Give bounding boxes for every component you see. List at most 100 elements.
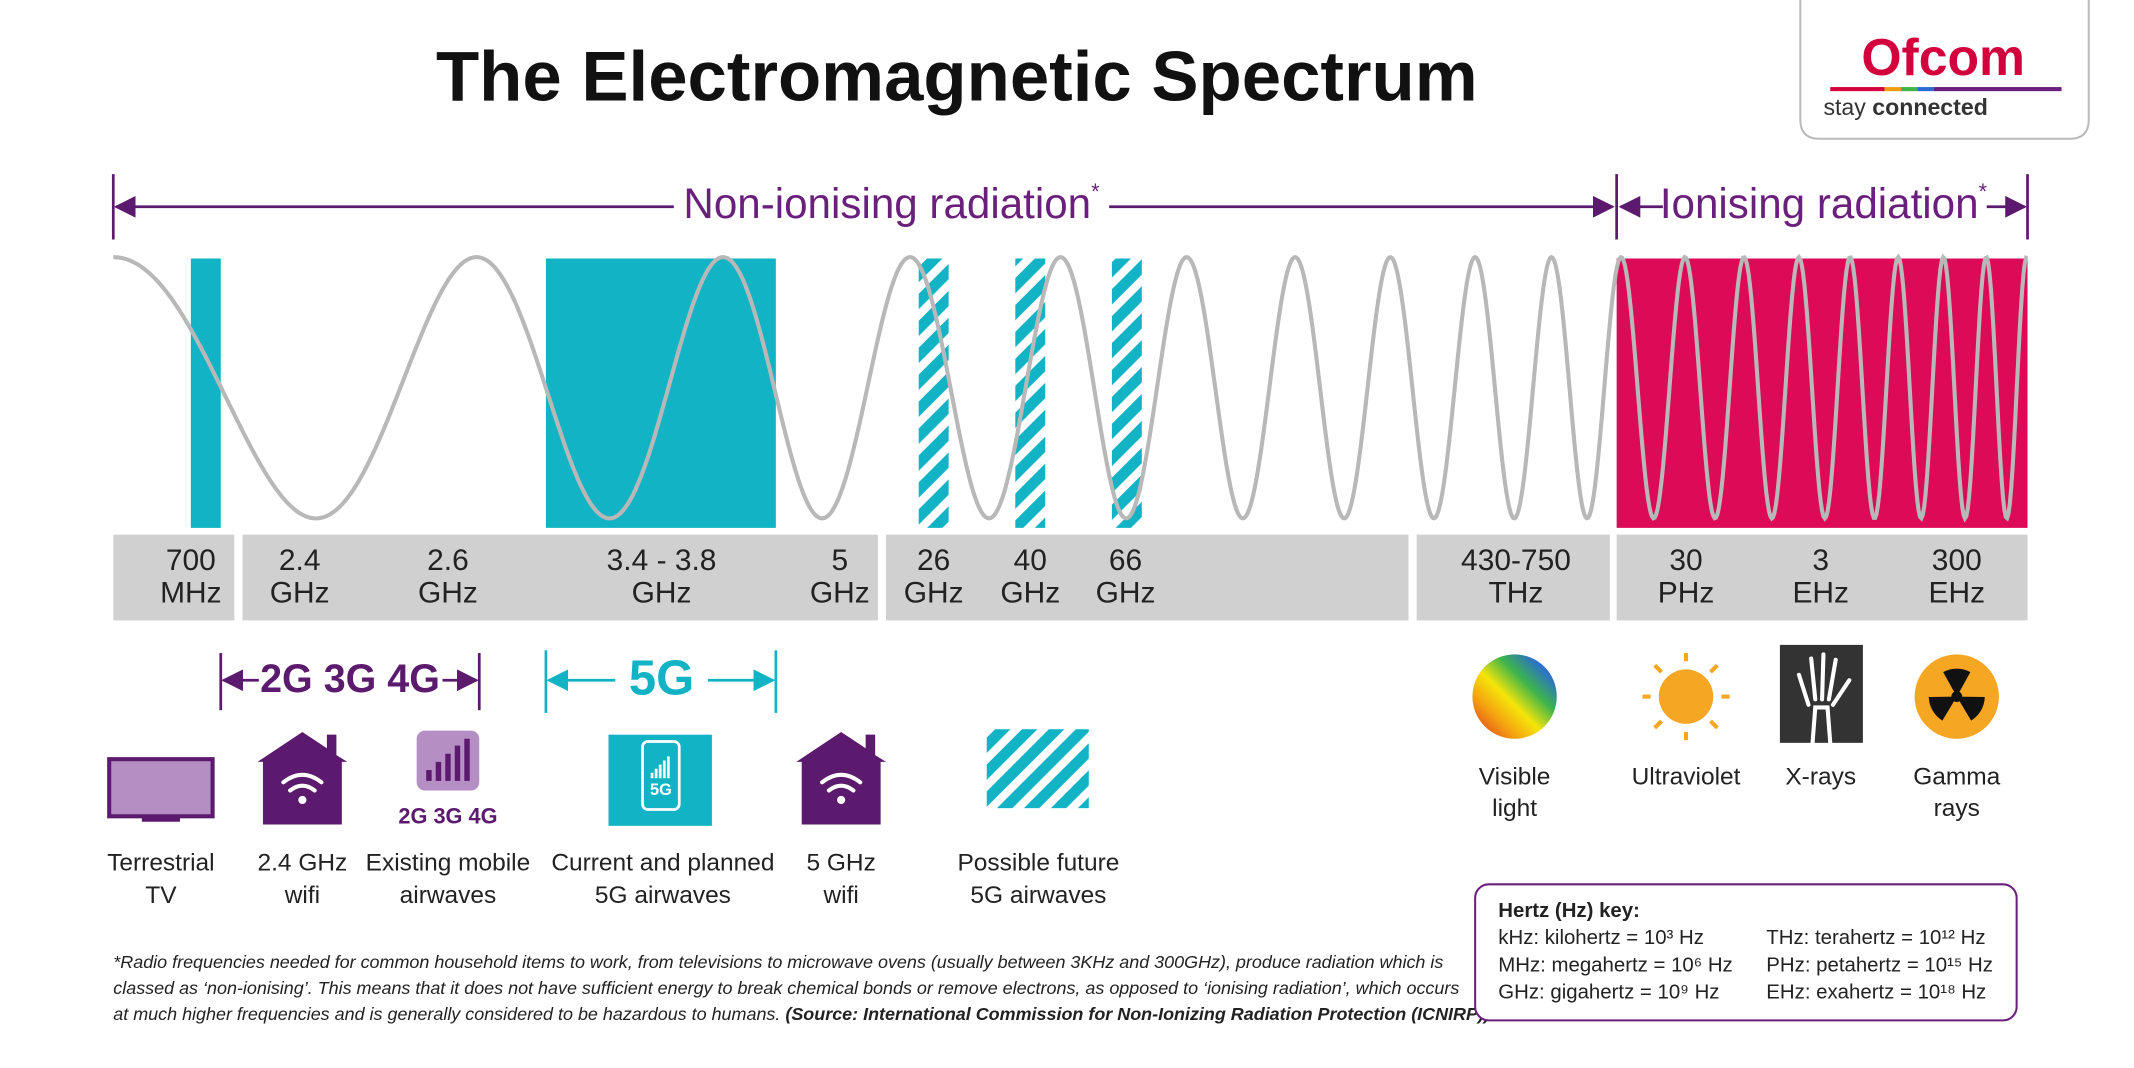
key-entry: kHz: kilohertz = 10³ Hz <box>1498 927 1704 949</box>
freq-label: EHz <box>1929 576 1986 609</box>
use-label: 5 GHz <box>806 849 875 876</box>
use-label: 2.4 GHz <box>258 849 348 876</box>
radiation-label: rays <box>1934 795 1980 822</box>
band-block <box>190 258 221 528</box>
use-label: 5G airwaves <box>595 882 731 909</box>
freq-label: 66 <box>1109 544 1142 577</box>
radiation-label: light <box>1492 795 1537 822</box>
freq-label: 3 <box>1812 544 1829 577</box>
footnote-line: at much higher frequencies and is genera… <box>113 1004 1490 1024</box>
region-mark: * <box>1979 179 1988 204</box>
footnote-text: *Radio frequencies needed for common hou… <box>113 952 1443 972</box>
use-label: wifi <box>822 882 858 909</box>
freq-label: GHz <box>904 576 964 609</box>
freq-label: THz <box>1489 576 1544 609</box>
use-label: TV <box>145 882 177 909</box>
radiation-icon <box>1914 654 1999 739</box>
icon-text: 5G <box>650 781 672 799</box>
band-block <box>545 258 776 528</box>
use-label: Existing mobile <box>366 849 531 876</box>
logo-rainbow <box>1830 87 2062 92</box>
band-label: 2G 3G 4G <box>260 657 440 701</box>
key-entry: PHz: petahertz = 10¹⁵ Hz <box>1766 954 1993 976</box>
freq-bar <box>1616 534 2028 621</box>
future-icon <box>986 729 1089 809</box>
key-box <box>1474 883 2018 1022</box>
key-title: Hertz (Hz) key: <box>1498 900 1640 922</box>
key-entry: EHz: exahertz = 10¹⁸ Hz <box>1766 982 1986 1004</box>
future-band <box>918 258 949 528</box>
logo-frame <box>1799 0 2090 140</box>
footnote-line: classed as ‘non-ionising’. This means th… <box>113 978 1459 998</box>
use-label: Possible future <box>957 849 1119 876</box>
radiation-label: Visible <box>1479 764 1551 791</box>
freq-label: GHz <box>270 576 330 609</box>
footnote-line: *Radio frequencies needed for common hou… <box>113 952 1443 972</box>
band-label: 5G <box>629 652 694 706</box>
radiation-labels: Visible light Ultraviolet X-rays Gamma rays <box>1479 764 2001 822</box>
tagline-word: stay <box>1823 94 1866 120</box>
footnote-source: (Source: International Commission for No… <box>785 1004 1490 1024</box>
freq-label: 5 <box>831 544 848 577</box>
freq-label: 40 <box>1014 544 1047 577</box>
freq-label: 2.4 <box>279 544 321 577</box>
xray-icon <box>1779 644 1863 745</box>
wave <box>113 253 2029 523</box>
title: The Electromagnetic Spectrum <box>436 36 1478 115</box>
freq-label: EHz <box>1792 576 1849 609</box>
freq-label: GHz <box>418 576 478 609</box>
footnote-text: classed as ‘non-ionising’. This means th… <box>113 978 1459 998</box>
footnote-text: at much higher frequencies and is genera… <box>113 1004 785 1024</box>
freq-label: GHz <box>1096 576 1156 609</box>
region-text: Non-ionising radiation <box>683 180 1091 227</box>
freq-label: 2.6 <box>427 544 469 577</box>
key-entry: MHz: megahertz = 10⁶ Hz <box>1498 954 1732 976</box>
use-label: airwaves <box>400 882 497 909</box>
signal-icon <box>416 730 480 791</box>
freq-label: 30 <box>1669 544 1702 577</box>
footnote: *Radio frequencies needed for common hou… <box>113 952 1490 1024</box>
visible-light-icon <box>1472 654 1557 739</box>
use-label: Terrestrial <box>107 849 214 876</box>
future-band <box>1111 258 1142 528</box>
tagline-word: connected <box>1872 94 1988 120</box>
freq-bar <box>886 534 1409 621</box>
key-entries: kHz: kilohertz = 10³ Hz THz: terahertz = … <box>1498 927 1993 1003</box>
freq-bar <box>242 534 878 621</box>
freq-label: 300 <box>1932 544 1982 577</box>
freq-label: 430-750 <box>1461 544 1571 577</box>
freq-label: 700 <box>166 544 216 577</box>
freq-bar <box>1416 534 1610 621</box>
house-icon <box>796 731 887 825</box>
icon-text: 2G 3G 4G <box>398 803 497 828</box>
key-entry: THz: terahertz = 10¹² Hz <box>1766 927 1985 949</box>
logo-name: Ofcom <box>1861 28 2025 86</box>
freq-label: 26 <box>917 544 950 577</box>
sun-icon <box>1642 653 1730 741</box>
region-label: Non-ionising radiation* <box>683 179 1100 227</box>
use-labels: Terrestrial TV 2.4 GHz wifi Existing mobile a… <box>107 849 1119 909</box>
logo-tagline: stay connected <box>1823 94 1987 120</box>
tv-icon <box>107 757 215 822</box>
freq-label: GHz <box>810 576 870 609</box>
freq-label: PHz <box>1658 576 1715 609</box>
key-entry: GHz: gigahertz = 10⁹ Hz <box>1498 982 1719 1004</box>
radiation-label: Gamma <box>1913 764 2000 791</box>
phone-icon <box>608 734 712 826</box>
freq-bar <box>113 534 235 621</box>
freq-label: 3.4 - 3.8 <box>607 544 717 577</box>
freq-label: GHz <box>1000 576 1060 609</box>
use-label: wifi <box>284 882 320 909</box>
region-text: Ionising radiation <box>1660 180 1979 227</box>
house-icon <box>257 731 348 825</box>
region-mark: * <box>1091 179 1100 204</box>
use-label: Current and planned <box>551 849 774 876</box>
freq-label: MHz <box>160 576 222 609</box>
freq-label: GHz <box>632 576 692 609</box>
radiation-label: Ultraviolet <box>1632 764 1741 791</box>
radiation-label: X-rays <box>1785 764 1856 791</box>
use-label: 5G airwaves <box>970 882 1106 909</box>
region-label: Ionising radiation* <box>1660 179 1988 227</box>
